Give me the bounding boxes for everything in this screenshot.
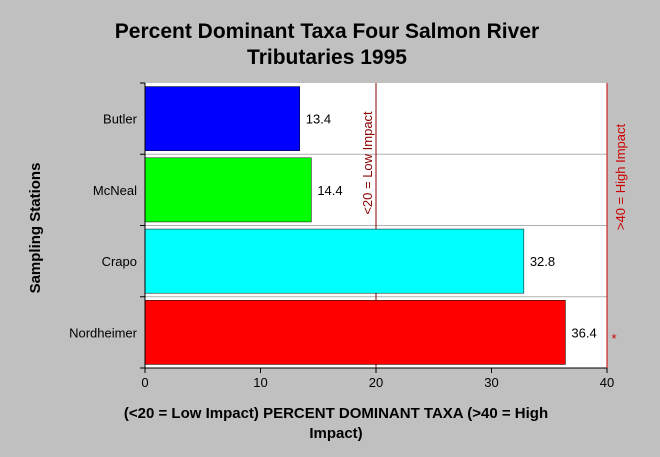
x-tick-label: 20 <box>369 375 383 390</box>
y-tick-label: McNeal <box>93 183 137 198</box>
x-axis-title-line-2: Impact) <box>309 425 362 442</box>
bar <box>145 158 311 222</box>
x-axis-title-line-1: (<20 = Low Impact) PERCENT DOMINANT TAXA… <box>124 405 548 422</box>
data-label: 36.4 <box>571 325 596 340</box>
data-label: 14.4 <box>317 183 342 198</box>
chart-title-line-2: Tributaries 1995 <box>247 46 407 69</box>
chart-title-line-1: Percent Dominant Taxa Four Salmon River <box>115 20 539 43</box>
x-axis-title: (<20 = Low Impact) PERCENT DOMINANT TAXA… <box>124 405 548 442</box>
bar <box>145 300 565 364</box>
x-tick-label: 0 <box>141 375 148 390</box>
bar <box>145 87 300 151</box>
data-label: 13.4 <box>306 112 331 127</box>
y-axis-title: Sampling Stations <box>27 163 44 294</box>
bar <box>145 229 524 293</box>
reference-line-label: >40 = High Impact <box>613 124 628 231</box>
x-tick-label: 30 <box>484 375 498 390</box>
chart-title: Percent Dominant Taxa Four Salmon River … <box>115 20 539 69</box>
data-label: 32.8 <box>530 254 555 269</box>
y-tick-label: Nordheimer <box>69 325 138 340</box>
annotation-asterisk: * <box>611 331 616 346</box>
x-tick-label: 40 <box>600 375 614 390</box>
chart-svg: Percent Dominant Taxa Four Salmon River … <box>0 0 660 457</box>
y-tick-label: Crapo <box>102 254 137 269</box>
x-tick-label: 10 <box>253 375 267 390</box>
reference-line-label: <20 = Low Impact <box>360 111 375 215</box>
chart: Percent Dominant Taxa Four Salmon River … <box>0 0 660 457</box>
y-tick-label: Butler <box>103 112 138 127</box>
